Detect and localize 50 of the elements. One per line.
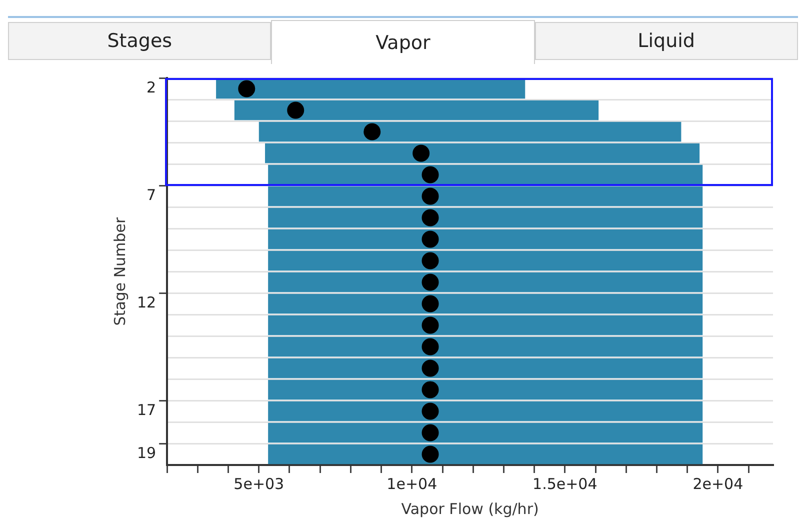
point (364, 123, 381, 140)
x-tick-label: 1.5e+04 (532, 474, 598, 493)
point (422, 446, 439, 463)
point (422, 338, 439, 356)
bar (258, 122, 682, 142)
point (422, 230, 439, 248)
bar (268, 422, 703, 443)
bar (268, 229, 703, 250)
text: Stages (8, 22, 272, 60)
x-axis-title: Vapor Flow (kg/hr) (401, 500, 539, 518)
point (422, 424, 439, 442)
point (422, 166, 439, 184)
bar (268, 315, 703, 336)
y-axis-title: Stage Number (110, 216, 129, 326)
y-tick-label: 2 (146, 78, 156, 97)
point (422, 316, 439, 334)
x-tick-label: 2e+04 (692, 474, 744, 493)
point (412, 144, 430, 162)
y-tick-label: 17 (136, 401, 156, 420)
bar (268, 336, 703, 357)
bar (268, 164, 703, 185)
bar (216, 78, 526, 99)
bar (268, 186, 703, 206)
bar (268, 444, 703, 464)
point (422, 360, 439, 377)
x-tick-label: 5e+03 (234, 474, 284, 493)
point (287, 102, 304, 119)
point (422, 402, 439, 420)
y-tick-label: 12 (136, 294, 156, 312)
bar (268, 380, 703, 400)
text: Liquid (534, 22, 798, 60)
point (422, 295, 439, 312)
point (422, 209, 439, 226)
x-tick-label: 1e+04 (386, 474, 438, 493)
bar (234, 100, 599, 120)
y-tick-label: 7 (146, 186, 156, 204)
point (238, 80, 256, 98)
bar (268, 358, 703, 378)
bar (265, 143, 700, 164)
y-tick-label: 19 (136, 444, 156, 462)
bar (268, 294, 703, 314)
point (422, 381, 439, 398)
text: Vapor (271, 20, 535, 64)
bar (268, 272, 703, 292)
point (422, 188, 439, 205)
bar (268, 250, 703, 271)
bar (268, 401, 703, 422)
point (422, 252, 439, 270)
point (422, 274, 439, 291)
bar (268, 208, 703, 228)
